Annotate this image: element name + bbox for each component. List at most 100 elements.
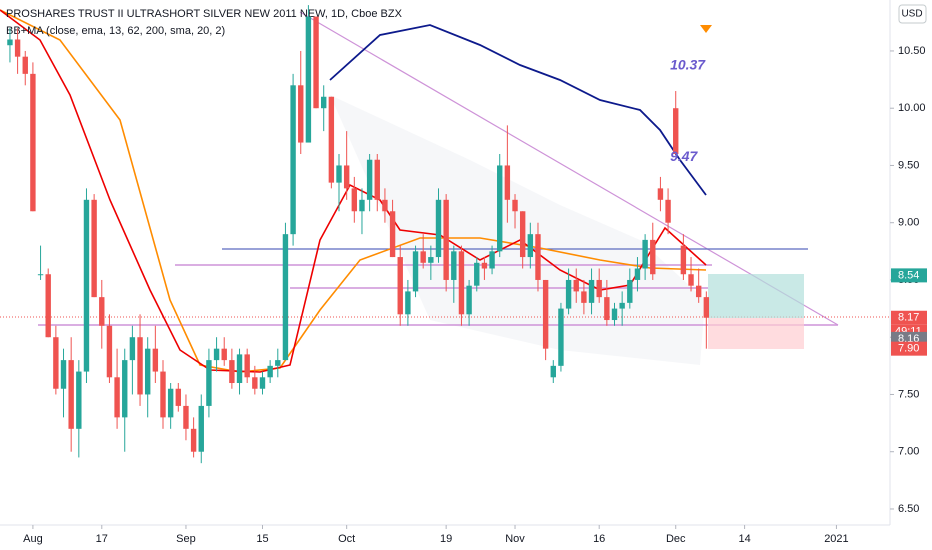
candle-body	[703, 297, 710, 318]
candle-body	[619, 302, 625, 309]
candle-body	[680, 245, 687, 275]
currency-box	[898, 4, 927, 24]
candle-body	[611, 308, 618, 321]
candle-body	[313, 16, 319, 109]
price-tag	[891, 341, 927, 356]
candle-body	[30, 73, 36, 212]
candle-body	[382, 199, 388, 212]
y-tick-label: 6.50	[898, 503, 919, 515]
ema-62	[0, 9, 707, 373]
candle-body	[190, 428, 197, 452]
candle-body	[512, 199, 518, 212]
candle-body	[336, 165, 342, 183]
candle-body	[474, 262, 480, 286]
candle-body	[83, 199, 90, 372]
candle-body	[458, 251, 465, 315]
candle-body	[328, 96, 335, 183]
candle-body	[497, 165, 503, 252]
candle-body	[443, 199, 449, 280]
candle-body	[167, 388, 174, 418]
candle-body	[236, 354, 243, 384]
price-tag-label: 8.54	[898, 269, 919, 281]
annotation: 9.47	[670, 148, 698, 164]
y-tick-label: 10.50	[898, 45, 926, 57]
candle-body	[565, 279, 572, 309]
candle-body	[282, 234, 289, 361]
candle-body	[122, 360, 128, 418]
candle-body	[634, 268, 641, 280]
candle-body	[550, 365, 556, 378]
price-tag-label: 7.90	[898, 343, 919, 355]
candle-body	[244, 354, 250, 378]
candle-body	[351, 188, 358, 212]
candle-body	[343, 165, 350, 189]
candle-body	[305, 16, 312, 143]
candle-body	[298, 85, 304, 143]
candle-body	[275, 360, 281, 366]
x-tick-label: 16	[593, 533, 605, 545]
candle-body	[76, 371, 82, 429]
y-tick-label: 7.50	[898, 388, 919, 400]
x-tick-label: Dec	[666, 533, 686, 545]
y-tick-label: 9.00	[898, 217, 919, 229]
price-tag	[891, 268, 927, 283]
candle-body	[290, 85, 296, 235]
candle-body	[481, 262, 488, 269]
candle-body	[581, 291, 587, 303]
candle-body	[405, 291, 411, 315]
candle-body	[695, 285, 702, 298]
x-tick-label: Oct	[338, 533, 355, 545]
candle-body	[206, 360, 212, 406]
bb-fill	[330, 95, 705, 365]
drawings	[0, 9, 890, 373]
candle-body	[213, 348, 220, 361]
candle-body	[535, 234, 541, 280]
candle-body	[451, 251, 457, 280]
candle-body	[466, 285, 472, 315]
candle-body	[91, 199, 97, 298]
x-tick-label: 15	[256, 533, 268, 545]
candle-body	[665, 199, 671, 223]
sma-200	[329, 24, 707, 196]
x-tick-label: 19	[440, 533, 452, 545]
candle-body	[198, 405, 204, 452]
candle-body	[137, 337, 143, 395]
candle-body	[657, 188, 664, 200]
candle-body	[588, 279, 595, 303]
stop-zone	[708, 318, 804, 349]
candle-body	[129, 337, 136, 361]
trendline	[299, 11, 839, 326]
candle-body	[221, 348, 227, 361]
marker	[700, 25, 712, 33]
x-tick-label: Sep	[176, 533, 196, 545]
x-tick-label: Aug	[23, 533, 43, 545]
candle-body	[106, 325, 113, 378]
candle-body	[267, 365, 273, 378]
candle-body	[688, 274, 694, 286]
x-tick-label: 2021	[824, 533, 848, 545]
candle-body	[99, 297, 105, 326]
x-tick-label: Nov	[505, 533, 525, 545]
candle-body	[68, 360, 74, 429]
candle-body	[389, 211, 396, 258]
candle-body	[428, 257, 434, 263]
candle-body	[397, 257, 403, 315]
candle-body	[604, 297, 610, 321]
candle-body	[152, 348, 159, 372]
y-tick-label: 9.50	[898, 159, 919, 171]
price-tag-label: 8.17	[898, 312, 919, 324]
x-tick-label: 17	[96, 533, 108, 545]
candle-body	[519, 211, 526, 258]
candle-body	[7, 39, 13, 46]
candle-body	[642, 239, 648, 269]
price-tag	[891, 310, 927, 325]
candle-body	[673, 108, 679, 155]
candle-body	[14, 39, 21, 57]
candle-body	[489, 251, 495, 269]
currency: USD	[901, 9, 922, 20]
candle-body	[558, 308, 564, 366]
candle-body	[160, 371, 166, 418]
chart-title: PROSHARES TRUST II ULTRASHORT SILVER NEW…	[6, 8, 403, 20]
candle-body	[420, 251, 426, 263]
